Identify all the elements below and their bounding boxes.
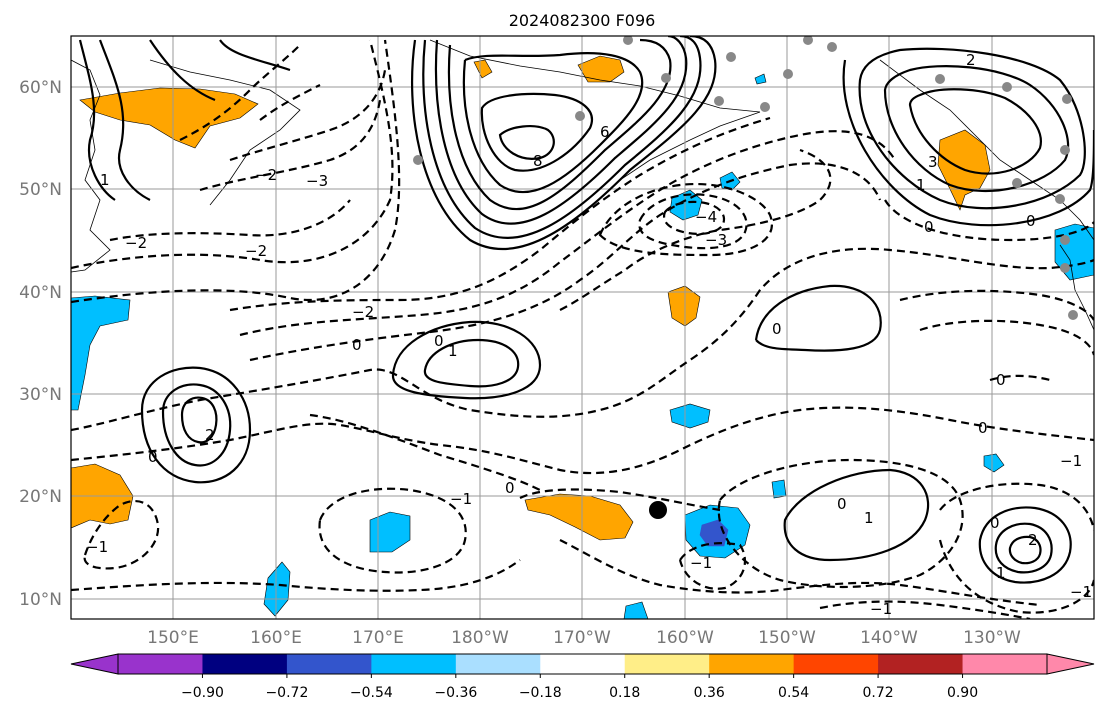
svg-text:10°N: 10°N [19,590,62,610]
colorbar-cell [118,654,203,674]
svg-text:170°E: 170°E [352,628,404,648]
contour-label: 0 [990,514,1000,532]
colorbar-cell [202,654,288,674]
colorbar-cell [793,654,879,674]
longitude-labels: 150°E 160°E 170°E 180°W 170°W 160°W 150°… [147,628,1021,648]
colorbar: −0.90 −0.72 −0.54 −0.36 −0.18 0.18 0.36 0.54 0.7… [70,653,1095,701]
contour-label: −3 [705,231,727,249]
negative-anomaly-region [983,453,1005,473]
map-title: 2024082300 F096 [509,11,656,30]
svg-text:30°N: 30°N [19,385,62,405]
svg-text:40°N: 40°N [19,283,62,303]
contour-label: 2 [966,51,976,69]
colorbar-tick-label: 0.90 [947,685,978,701]
station-markers [413,36,1078,320]
contour-label: 0 [772,320,782,338]
contour-label: −4 [695,208,717,226]
colorbar-tick-label: −0.18 [519,685,562,701]
contour-label: 0 [505,479,515,497]
contour-label: 3 [928,153,938,171]
contour-label: 2 [205,426,215,444]
contour-label: 0 [1026,212,1036,230]
contour-label: 6 [600,123,610,141]
colorbar-cell [286,654,372,674]
svg-text:150°W: 150°W [758,628,816,648]
colorbar-tick-label: −0.36 [434,685,477,701]
colorbar-tick-label: 0.72 [863,685,894,701]
negative-anomaly-region [771,479,787,499]
svg-text:50°N: 50°N [19,180,62,200]
colorbar-cell [455,654,541,674]
svg-text:20°N: 20°N [19,487,62,507]
contour-label: 0 [924,218,934,236]
colorbar-tick-label: −0.90 [181,685,224,701]
contour-label: −2 [255,166,277,184]
positive-anomaly-region [79,87,259,149]
colorbar-min-extension [70,653,119,675]
contour-label: 2 [1028,531,1038,549]
colorbar-max-extension [1046,653,1095,675]
contour-label: 1 [996,564,1006,582]
colorbar-tick-label: 0.36 [694,685,725,701]
svg-text:180°W: 180°W [451,628,509,648]
contour-label: 0 [837,495,847,513]
map-frame [70,35,1095,620]
contour-label: −1 [1070,583,1092,601]
contour-label: 1 [448,342,458,360]
negative-anomaly-region [369,511,411,553]
contour-label: −1 [870,600,892,618]
colorbar-cell [624,654,710,674]
contour-label: 0 [978,419,988,437]
svg-text:140°W: 140°W [860,628,918,648]
positive-anomaly-region [577,55,625,83]
contour-label: −1 [450,490,472,508]
contour-label: 0 [996,371,1006,389]
negative-anomaly-region [263,561,291,617]
svg-text:130°W: 130°W [963,628,1021,648]
contour-label: −2 [352,303,374,321]
svg-text:160°E: 160°E [250,628,302,648]
svg-text:160°W: 160°W [656,628,714,648]
positive-contours [78,36,1094,584]
negative-anomaly-region [669,189,703,221]
contour-labels: 6 8 2 3 1 0 0 0 1 0 −2 −2 −2 −3 −2 −3 −4… [86,51,1092,618]
contour-label: 8 [533,152,543,170]
colorbar-tick-label: 0.18 [609,685,640,701]
negative-anomaly-region [754,73,767,85]
colorbar-cell [371,654,457,674]
negative-anomaly-region [669,403,711,429]
colorbar-tick-label: −0.54 [350,685,393,701]
colorbar-cell [709,654,795,674]
colorbar-cell [962,654,1048,674]
contour-label: −2 [245,242,267,260]
contour-label: −2 [125,234,147,252]
contour-label: −1 [1060,452,1082,470]
negative-anomaly-region [623,601,649,619]
contour-label: 1 [864,509,874,527]
contour-label: 0 [434,332,444,350]
contour-label: −1 [86,538,108,556]
svg-text:60°N: 60°N [19,78,62,98]
colorbar-cell [878,654,964,674]
contour-label: 0 [148,448,158,466]
coastlines [71,39,1094,331]
contour-label: −3 [306,172,328,190]
contour-label: 0 [352,336,362,354]
contour-label: −1 [690,554,712,572]
svg-text:170°W: 170°W [553,628,611,648]
negative-contours [71,39,1094,619]
svg-text:150°E: 150°E [147,628,199,648]
storm-center-marker [649,501,667,519]
contour-label: 1 [100,171,110,189]
contour-label: 1 [916,176,926,194]
positive-anomaly-region [473,59,493,79]
colorbar-tick-label: 0.54 [778,685,809,701]
colorbar-tick-label: −0.72 [265,685,308,701]
negative-anomaly-region [71,295,131,411]
colorbar-cell [540,654,626,674]
latitude-labels: 60°N 50°N 40°N 30°N 20°N 10°N [19,78,62,610]
positive-anomaly-region [524,493,634,541]
